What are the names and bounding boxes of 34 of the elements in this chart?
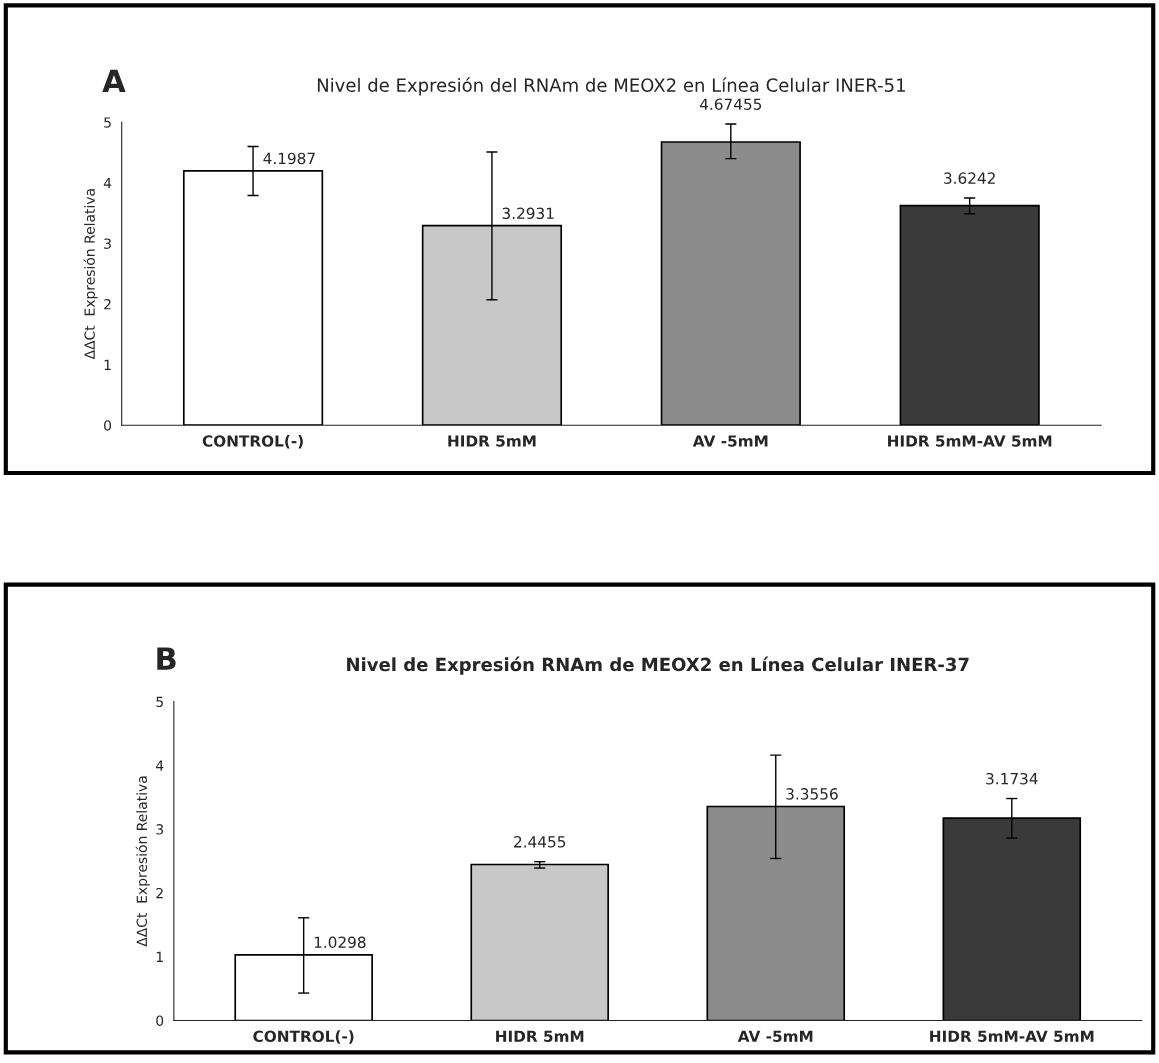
y-tick-label: 1 (156, 951, 163, 962)
chart-title: Nivel de Expresión RNAm de MEOX2 en Línea Celular INER-37 (347, 656, 969, 675)
data-label: 2.4455 (514, 836, 566, 848)
text: A (102, 69, 126, 92)
x-tick-label: CONTROL(-) (202, 434, 303, 449)
y-tick-label: 2 (104, 298, 111, 310)
data-label: 4.1987 (263, 152, 315, 165)
y-tick-label: 2 (156, 887, 163, 899)
data-label: 3.2931 (502, 207, 554, 220)
y-tick-label: 0 (156, 1015, 164, 1026)
data-label: 3.1734 (986, 772, 1038, 785)
y-tick-label: 5 (104, 117, 111, 128)
y-axis-title: ΔΔCt Expresión Relativa (135, 776, 150, 947)
y-tick-label: 0 (104, 420, 112, 431)
data-label: 3.6242 (944, 172, 995, 184)
data-label: 1.0298 (314, 936, 366, 949)
data-label: 3.3556 (786, 788, 838, 800)
x-tick-label: AV -5mM (737, 1030, 813, 1043)
x-tick-label: CONTROL(-) (253, 1030, 354, 1044)
x-tick-label: HIDR 5mM (448, 435, 536, 447)
y-tick-label: 3 (156, 824, 164, 835)
x-tick-label: HIDR 5mM-AV 5mM (888, 435, 1052, 447)
x-tick-label: AV -5mM (692, 435, 768, 447)
x-tick-label: HIDR 5mM-AV 5mM (930, 1030, 1094, 1043)
y-tick-label: 4 (103, 177, 112, 189)
chart-title: Nivel de Expresión del RNAm de MEOX2 en Línea Celular INER-51 (317, 77, 905, 96)
y-tick-label: 3 (104, 238, 111, 249)
y-tick-label: 1 (104, 359, 111, 370)
y-axis-title: ΔΔCt Expresión Relativa (83, 189, 98, 360)
y-tick-label: 5 (156, 696, 163, 708)
x-tick-label: HIDR 5mM (496, 1030, 584, 1043)
data-label: 4.67455 (699, 98, 762, 110)
text: B (157, 647, 176, 670)
y-tick-label: 4 (155, 760, 164, 771)
